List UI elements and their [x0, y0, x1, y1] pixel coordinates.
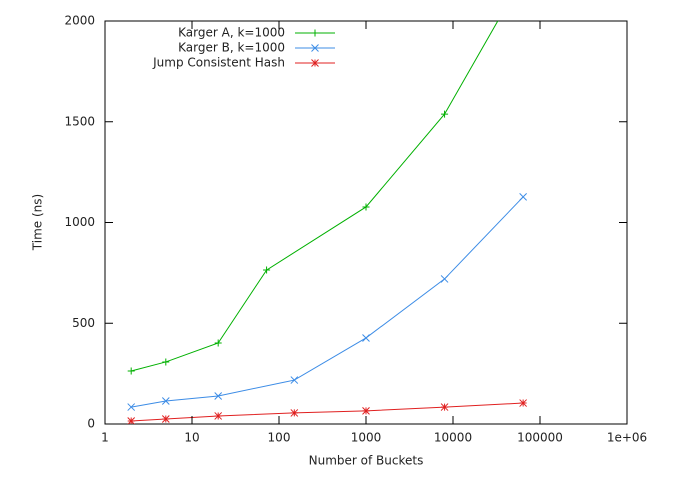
marker [214, 392, 223, 400]
x-tick-label: 100000 [517, 431, 563, 445]
x-tick-label: 100 [268, 431, 291, 445]
marker [161, 415, 170, 423]
x-tick-label: 10 [184, 431, 199, 445]
marker [362, 334, 370, 342]
marker [127, 403, 136, 411]
y-tick-label: 2000 [64, 14, 95, 28]
y-axis-label: Time (ns) [31, 194, 45, 251]
legend-label: Jump Consistent Hash [152, 56, 285, 70]
marker [362, 407, 370, 415]
y-tick-label: 1500 [64, 114, 95, 128]
series-line [131, 196, 524, 408]
x-tick-label: 1 [101, 431, 109, 445]
marker [161, 397, 170, 405]
marker [519, 193, 527, 201]
plot-area [127, 21, 527, 424]
marker [290, 409, 299, 417]
y-tick-label: 500 [72, 316, 95, 330]
marker [263, 266, 271, 274]
marker [441, 110, 449, 118]
marker [127, 367, 135, 375]
x-tick-label: 1e+06 [607, 431, 647, 445]
x-tick-label: 1000 [351, 431, 382, 445]
plot-frame [104, 20, 628, 425]
marker [440, 403, 449, 411]
legend-label: Karger A, k=1000 [178, 26, 285, 40]
y-tick-label: 1000 [64, 215, 95, 229]
marker [214, 412, 223, 420]
marker [311, 59, 319, 67]
marker [127, 417, 136, 424]
marker [362, 203, 370, 211]
series-line [131, 402, 524, 422]
marker [311, 29, 319, 37]
x-axis-label: Number of Buckets [309, 454, 424, 468]
legend-label: Karger B, k=1000 [178, 41, 285, 55]
marker [519, 399, 527, 407]
marker [290, 376, 299, 384]
y-tick-label: 0 [87, 417, 95, 431]
marker [162, 358, 170, 366]
marker [311, 44, 319, 52]
x-tick-label: 10000 [434, 431, 472, 445]
marker [214, 339, 222, 347]
marker [440, 275, 449, 283]
